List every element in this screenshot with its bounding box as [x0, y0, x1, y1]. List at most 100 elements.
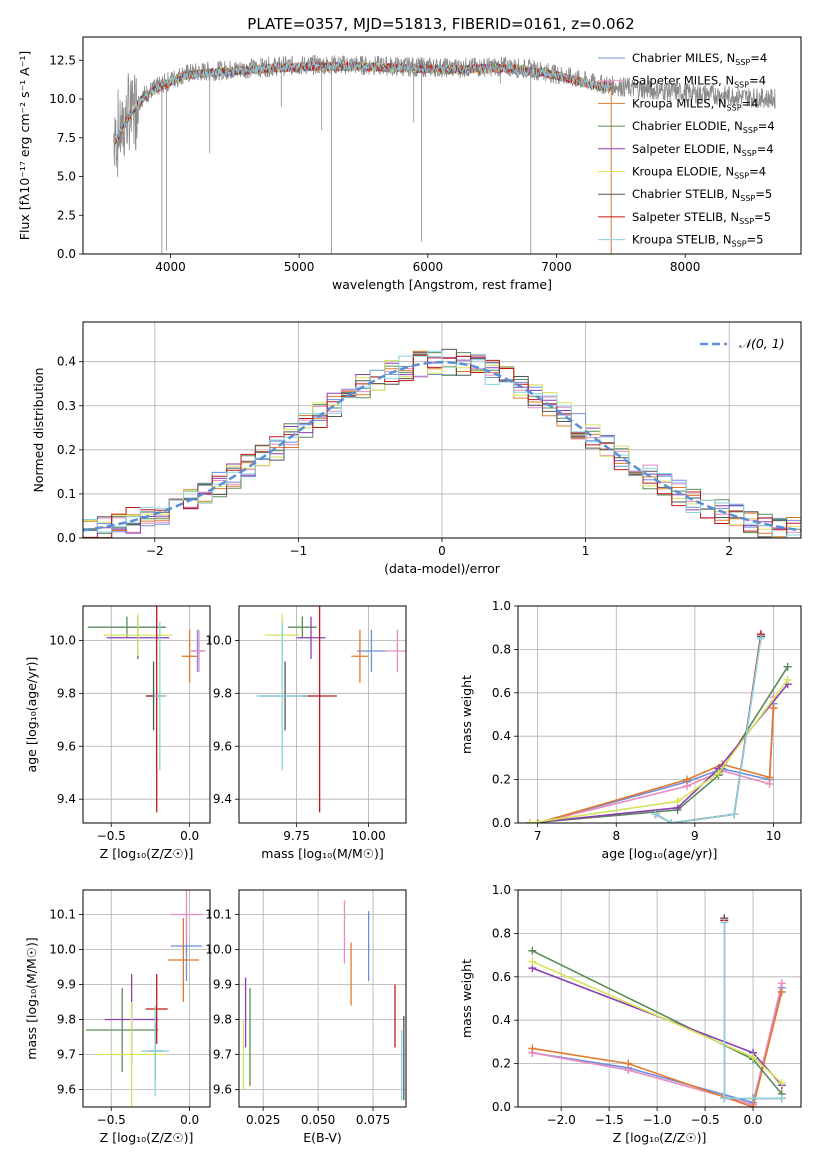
- weight-marker: [777, 1079, 786, 1088]
- y-tick-label: 9.7: [213, 1048, 232, 1062]
- plot-area: [87, 606, 206, 813]
- y-tick-label: 0.0: [492, 816, 511, 830]
- x-tick-label: 7: [534, 829, 542, 843]
- y-tick-label: 7.5: [57, 131, 76, 145]
- axes-frame: [517, 605, 802, 824]
- panel-mass-age: 9.75 10.00 9.4 9.6 9.8 10.0 mass [log₁₀(M/M☉)]: [205, 605, 407, 861]
- x-tick-label: 0.050: [301, 1113, 335, 1127]
- y-tick-label: 9.4: [57, 792, 76, 806]
- axes-frame: [82, 605, 211, 824]
- x-tick-label: 4000: [155, 260, 186, 274]
- panel-weight-age: 7 8 9 10 0.0 0.2 0.4 0.6 0.8 1.0 age [log₁₀(age/yr…: [459, 599, 802, 861]
- y-axis-label: mass weight: [459, 959, 474, 1038]
- y-tick-label: 9.7: [57, 1048, 76, 1062]
- y-tick-label: 1.0: [492, 599, 511, 613]
- y-tick-label: 0.8: [492, 926, 511, 940]
- y-tick-label: 10.1: [205, 908, 232, 922]
- legend-label: Salpeter STELIB, NSSP=5: [632, 210, 771, 226]
- weight-marker: [765, 773, 774, 782]
- weight-marker: [528, 1044, 537, 1053]
- x-tick-label: 5000: [284, 260, 315, 274]
- weight-marker: [525, 819, 534, 823]
- weight-marker: [769, 703, 778, 712]
- y-tick-label: 9.8: [213, 1013, 232, 1027]
- weight-marker: [533, 819, 542, 823]
- x-tick-label: 9: [691, 829, 699, 843]
- errorbar-chab_elodie: [86, 988, 159, 1072]
- weight-marker: [777, 1094, 786, 1103]
- x-tick-label: 0.075: [356, 1113, 390, 1127]
- errorbar-salp_miles: [170, 890, 203, 943]
- plot-area: [256, 606, 406, 813]
- weight-line-krou_stelib: [723, 922, 782, 1100]
- errorbar-krou_miles: [181, 629, 198, 683]
- weight-line-salp_elodie: [529, 683, 789, 823]
- weight-marker: [624, 1059, 633, 1068]
- weight-marker: [756, 634, 765, 643]
- x-axis-label: (data-model)/error: [384, 561, 501, 576]
- x-tick-label: 0.0: [180, 1113, 199, 1127]
- x-tick-label: −1: [290, 544, 308, 558]
- plot-area: [113, 54, 776, 254]
- y-tick-label: 9.6: [213, 739, 232, 753]
- y-tick-label: 0.6: [492, 686, 511, 700]
- legend-label: Chabrier MILES, NSSP=4: [632, 51, 767, 67]
- y-tick-label: 0.0: [57, 247, 76, 261]
- x-tick-label: 7000: [541, 260, 572, 274]
- weight-marker: [783, 675, 792, 684]
- legend-label: Salpeter ELODIE, NSSP=4: [632, 142, 774, 158]
- errorbar-krou_stelib: [141, 1005, 170, 1097]
- x-tick-label: 0.0: [180, 829, 199, 843]
- plot-area: [528, 914, 786, 1107]
- panel-residual-hist: −2 −1 0 1 2 0.0 0.1 0.2 0.3 0.4 (data-model)/error…: [31, 321, 802, 576]
- figure-title: PLATE=0357, MJD=51813, FIBERID=0161, z=0…: [247, 15, 634, 33]
- y-tick-label: 10.0: [205, 943, 232, 957]
- x-tick-label: 0.0: [743, 1113, 762, 1127]
- x-axis-label: wavelength [Angstrom, rest frame]: [332, 277, 552, 292]
- axes-frame: [517, 889, 802, 1108]
- weight-line-chab_elodie: [529, 666, 789, 823]
- x-tick-label: 6000: [413, 260, 444, 274]
- y-tick-label: 12.5: [49, 53, 76, 67]
- weight-marker: [667, 819, 676, 823]
- weight-line-krou_miles: [537, 707, 775, 823]
- y-axis-label: mass [log₁₀(M/M☉)]: [24, 937, 39, 1059]
- weight-line-krou_elodie: [529, 679, 789, 823]
- legend: Chabrier MILES, NSSP=4 Salpeter MILES, NS…: [598, 51, 775, 249]
- y-axis-label: mass weight: [459, 675, 474, 754]
- weight-marker: [777, 979, 786, 988]
- weight-line-salp_miles: [532, 983, 783, 1106]
- y-axis-label: Normed distribution: [31, 368, 46, 493]
- x-tick-label: −2: [146, 544, 164, 558]
- y-axis-label: Flux [fλ10⁻¹⁷ erg cm⁻² s⁻¹ A⁻¹]: [17, 51, 32, 240]
- x-axis-label: Z [log₁₀(Z/Z☉)]: [100, 846, 194, 861]
- x-tick-label: −0.5: [690, 1113, 719, 1127]
- weight-marker: [720, 918, 729, 927]
- weight-marker: [749, 1053, 758, 1062]
- panel-z-age: −0.5 0.0 9.4 9.6 9.8 10.0 Z [log₁₀(Z/Z☉)] age […: [24, 605, 211, 861]
- legend-label: Chabrier STELIB, NSSP=5: [632, 187, 772, 203]
- x-tick-label: 2: [725, 544, 733, 558]
- y-tick-label: 0.0: [492, 1100, 511, 1114]
- y-tick-label: 0.2: [57, 443, 76, 457]
- y-tick-label: 9.8: [57, 1013, 76, 1027]
- y-tick-label: 9.9: [57, 978, 76, 992]
- y-tick-label: 9.9: [213, 978, 232, 992]
- y-tick-label: 5.0: [57, 170, 76, 184]
- x-tick-label: 9.75: [283, 829, 310, 843]
- x-tick-label: −0.5: [97, 1113, 126, 1127]
- legend-label: Salpeter MILES, NSSP=4: [632, 74, 766, 90]
- y-tick-label: 9.4: [213, 792, 232, 806]
- weight-marker: [749, 1103, 758, 1107]
- plot-area: [242, 900, 405, 1100]
- x-tick-label: 10.00: [351, 829, 385, 843]
- x-tick-label: 0: [438, 544, 446, 558]
- y-tick-label: 0.4: [492, 729, 511, 743]
- y-tick-label: 10.0: [49, 92, 76, 106]
- panel-weight-z: −2.0 −1.5 −1.0 −0.5 0.0 0.0 0.2 0.4 0.6 0.8 1.0 Z […: [459, 883, 802, 1145]
- errorbar-chab_elodie: [287, 616, 317, 638]
- errorbar-krou_miles: [167, 918, 200, 1002]
- y-tick-label: 10.1: [49, 908, 76, 922]
- panels: 4000 5000 6000 7000 80000.02.55.07.510.012.5…: [17, 36, 802, 1145]
- weight-marker: [528, 957, 537, 966]
